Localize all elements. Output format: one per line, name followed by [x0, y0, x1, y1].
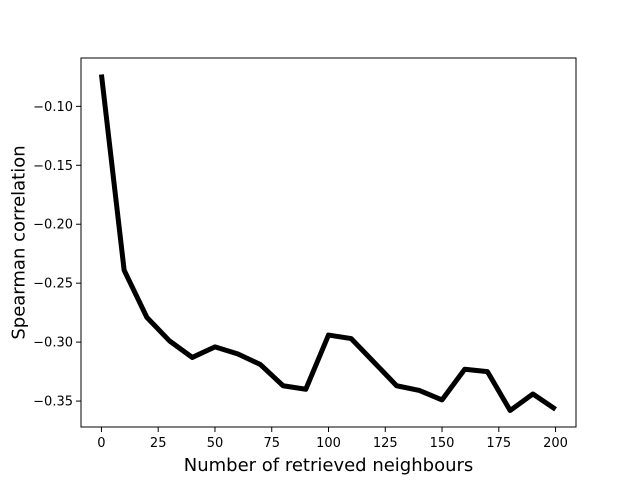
y-axis-label: Spearman correlation: [8, 145, 29, 339]
y-tick-label: −0.10: [33, 100, 73, 115]
x-tick-label: 175: [486, 436, 511, 451]
y-tick-label: −0.25: [33, 277, 73, 292]
x-axis-ticks: 0 25 50 75 100 125 150 175 200: [97, 427, 568, 451]
y-axis-ticks: −0.35 −0.30 −0.25 −0.20 −0.15 −0.10: [33, 100, 81, 410]
y-tick-label: −0.15: [33, 159, 73, 174]
y-tick-label: −0.30: [33, 336, 73, 351]
series-line-0: [98, 74, 557, 413]
x-tick-label: 50: [207, 436, 224, 451]
y-tick-label: −0.35: [33, 395, 73, 410]
x-tick-label: 125: [373, 436, 398, 451]
x-axis-label: Number of retrieved neighbours: [184, 455, 474, 476]
x-tick-label: 100: [316, 436, 341, 451]
y-tick-label: −0.20: [33, 218, 73, 233]
x-tick-label: 150: [430, 436, 455, 451]
x-tick-label: 25: [150, 436, 167, 451]
x-tick-label: 200: [543, 436, 568, 451]
x-tick-label: 0: [97, 436, 105, 451]
series-layer: [98, 74, 557, 413]
x-tick-label: 75: [263, 436, 280, 451]
